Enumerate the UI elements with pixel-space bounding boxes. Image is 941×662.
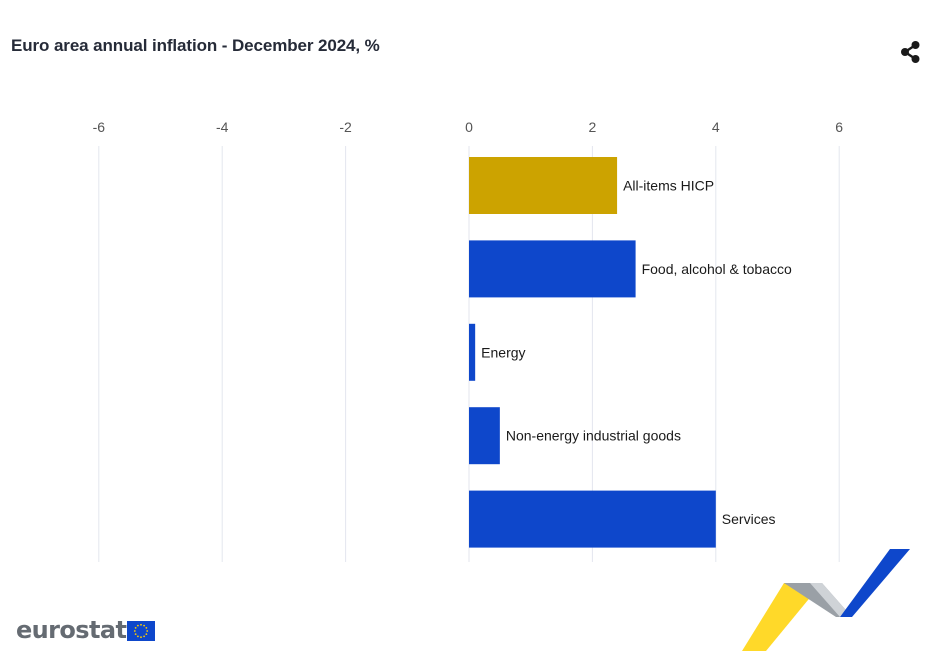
flag-star	[145, 633, 148, 635]
eurostat-logo[interactable]: eurostat	[16, 614, 156, 646]
eurostat-wordmark: eurostat	[16, 616, 127, 644]
bar	[469, 490, 716, 548]
bar	[469, 157, 618, 214]
flag-star	[143, 635, 146, 638]
flag-star	[137, 635, 140, 638]
eu-flag-icon	[127, 621, 156, 641]
bar-chart: -6 -4 -2 0 2 4 6 All-items HICP Food, alcohol & …	[93, 119, 843, 562]
share-icon	[901, 41, 920, 63]
bar-label: Food, alcohol & tobacco	[642, 261, 792, 277]
flag-star	[145, 627, 148, 629]
x-tick-label: -4	[216, 119, 229, 135]
bar	[469, 323, 476, 381]
bar-label: Services	[722, 511, 776, 527]
flag-star	[134, 630, 137, 632]
chart-title: Euro area annual inflation - December 20…	[11, 36, 380, 55]
bar	[469, 240, 636, 298]
x-tick-label: 2	[589, 119, 597, 135]
flag-star	[135, 633, 137, 635]
flag-star	[143, 624, 146, 627]
x-tick-label: 4	[712, 119, 720, 135]
x-tick-label: 6	[835, 119, 843, 135]
flag-star	[135, 627, 137, 629]
x-tick-label: -6	[93, 119, 106, 135]
bar-label: All-items HICP	[623, 178, 714, 194]
bar-label: Non-energy industrial goods	[506, 428, 681, 444]
decorative-ribbon	[742, 549, 910, 651]
flag-star	[140, 623, 143, 626]
x-tick-label: -2	[339, 119, 352, 135]
flag-star	[140, 636, 143, 639]
x-tick-label: 0	[465, 119, 473, 135]
flag-star	[146, 630, 149, 632]
bar	[469, 407, 500, 465]
bar-label: Energy	[481, 344, 525, 360]
share-button[interactable]	[897, 38, 925, 66]
flag-star	[137, 624, 140, 627]
